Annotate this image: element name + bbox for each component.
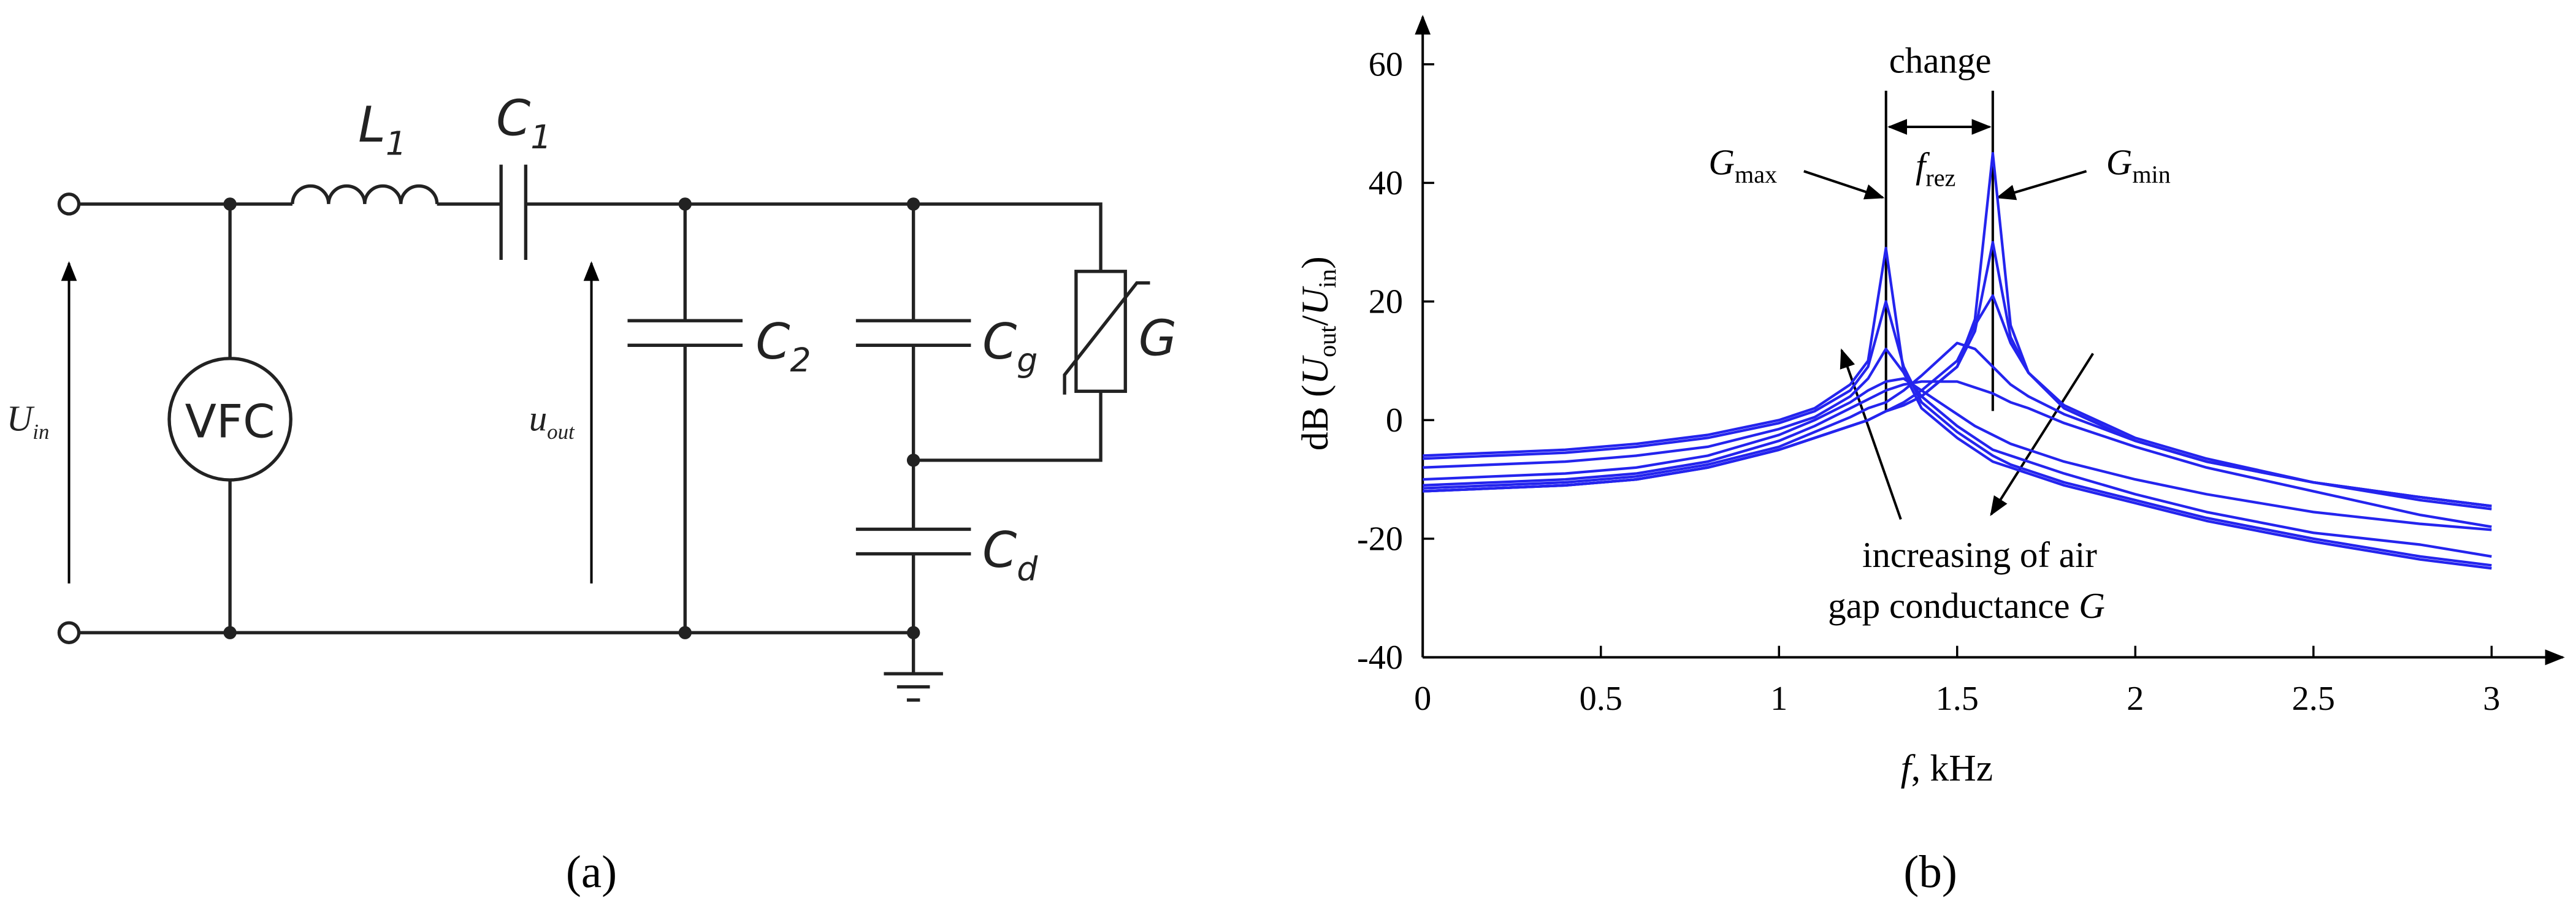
- x-tick-label: 3: [2483, 680, 2500, 718]
- label-sub: out: [547, 420, 575, 444]
- c1-label: C1: [496, 89, 551, 156]
- label-main: u: [529, 398, 547, 439]
- x-tick-label: 1: [1770, 680, 1787, 718]
- y-tick-label: 0: [1386, 401, 1403, 439]
- y-tick-label: 40: [1369, 164, 1403, 202]
- label-sub: in: [32, 420, 49, 444]
- capacitor-c2: [627, 319, 743, 348]
- chart: change Gmax frez Gmin increasing of air …: [1294, 15, 2565, 897]
- x-axis-label: f, kHz: [1901, 747, 1993, 789]
- label-part: U: [1294, 286, 1336, 315]
- y-tick-label: 20: [1369, 283, 1403, 321]
- y-tick-label: -40: [1357, 639, 1403, 677]
- label-sub: out: [1313, 326, 1341, 357]
- y-axis-label: dB (Uout/Uin): [1294, 256, 1341, 451]
- line-series: [1423, 380, 2492, 528]
- source: [167, 357, 292, 482]
- label-sub: 2: [790, 341, 811, 379]
- annotation-arrows: [1803, 91, 2095, 520]
- capacitor-c1: [499, 164, 528, 261]
- nodes: [223, 197, 920, 639]
- label-part: dB (: [1294, 384, 1336, 451]
- label-main: C: [982, 521, 1017, 579]
- label-sub: in: [1313, 269, 1341, 288]
- label-part: /: [1294, 315, 1336, 326]
- cd-label: Cd: [982, 521, 1038, 588]
- label-sub: g: [1017, 341, 1038, 379]
- label-sub: 1: [530, 118, 551, 156]
- uin-label: Uin: [7, 398, 50, 444]
- annotation: change: [1889, 40, 1992, 81]
- annotation: Gmax: [1708, 142, 1777, 188]
- label-main: C: [982, 313, 1017, 370]
- label-sub: d: [1017, 549, 1038, 588]
- label-sub: min: [2132, 161, 2171, 188]
- label-main: L: [358, 96, 386, 153]
- annotation: gap conductance G: [1828, 585, 2105, 626]
- label-rest: , kHz: [1911, 747, 1993, 789]
- line-series: [1423, 377, 2492, 531]
- x-tick-label: 2: [2127, 680, 2144, 718]
- line-series: [1423, 246, 2492, 570]
- label-part: ): [1294, 256, 1336, 269]
- annotation: frez: [1916, 145, 1955, 191]
- label-main: C: [496, 89, 530, 146]
- voltage-labels: Uin uout: [7, 398, 575, 444]
- circuit: VFC L1 C1 C2 Cg Cd G Uin uout (a): [7, 89, 1177, 897]
- label-main: C: [755, 313, 790, 370]
- line-series: [1423, 348, 2492, 558]
- y-tick-label: -20: [1357, 520, 1403, 558]
- annotation: increasing of air: [1862, 534, 2097, 575]
- x-tick-label: 2.5: [2292, 680, 2335, 718]
- panel-label: (b): [1903, 846, 1957, 897]
- label-sub: rez: [1925, 164, 1955, 191]
- l1-label: L1: [358, 96, 407, 162]
- capacitors: [855, 319, 971, 556]
- ground: [884, 672, 943, 702]
- x-tick-label: 1.5: [1936, 680, 1979, 718]
- uout-label: uout: [529, 398, 575, 444]
- line-series: [1423, 151, 2492, 508]
- c2-label: C2: [755, 313, 811, 379]
- label-main: G: [1708, 142, 1735, 183]
- annotation-text: gap conductance: [1828, 585, 2079, 626]
- inductor: [291, 184, 439, 205]
- line-series: [1423, 294, 2492, 508]
- terminal: [57, 621, 81, 644]
- source-label: VFC: [185, 394, 275, 448]
- circuit-labels: VFC L1 C1 C2 Cg Cd G: [185, 89, 1177, 588]
- label-part: U: [1294, 355, 1336, 384]
- wires: [78, 202, 1103, 634]
- label-main: G: [2106, 142, 2133, 183]
- line-series: [1423, 300, 2492, 567]
- varistor-slash: [1063, 281, 1150, 395]
- label-main: U: [7, 398, 35, 439]
- annotation-symbol: G: [2079, 585, 2105, 626]
- cg-label: Cg: [982, 313, 1038, 379]
- annotations: change Gmax frez Gmin increasing of air …: [1708, 40, 2170, 626]
- label-sub: max: [1735, 161, 1777, 188]
- annotation: Gmin: [2106, 142, 2171, 188]
- terminal: [57, 192, 81, 216]
- panel-label: (a): [566, 846, 617, 897]
- g-label: G: [1139, 309, 1177, 367]
- x-tick-label: 0.5: [1580, 680, 1622, 718]
- x-tick-label: 0: [1414, 680, 1431, 718]
- label-sub: 1: [386, 124, 407, 163]
- y-tick-label: 60: [1369, 46, 1403, 84]
- line-series: [1423, 240, 2492, 508]
